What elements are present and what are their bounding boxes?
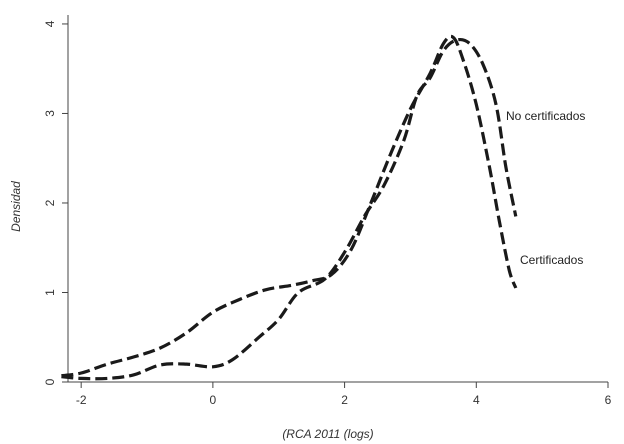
x-tick-label: 4 [473,393,480,407]
y-tick-label: 1 [43,289,57,296]
x-tick-label: 2 [341,393,348,407]
y-axis-title: Densidad [9,181,23,232]
labels: (RCA 2011 (logs) Densidad No certificado… [9,109,585,441]
axes: -2 0 2 4 6 0 1 2 3 4 [43,15,612,407]
y-tick-label: 4 [43,20,57,27]
x-tick-label: 6 [605,393,612,407]
y-tick-label: 0 [43,378,57,385]
series-line-no-certificados [61,37,518,381]
x-tick-label: -2 [76,393,87,407]
y-tick-label: 2 [43,199,57,206]
series-line-certificados [61,34,518,378]
series-lines [61,34,518,381]
series-label-certificados: Certificados [520,253,583,267]
x-axis-title: (RCA 2011 (logs) [282,427,373,441]
x-tick-label: 0 [210,393,217,407]
y-tick-label: 3 [43,110,57,117]
series-label-no-certificados: No certificados [506,109,585,123]
